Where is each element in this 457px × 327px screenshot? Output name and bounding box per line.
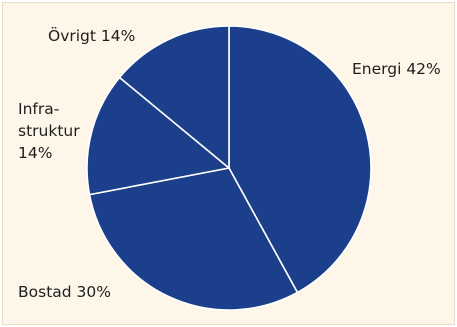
- slice-label-bostad: Bostad 30%: [18, 283, 111, 301]
- slice-label-energi: Energi 42%: [352, 60, 441, 78]
- pie-slice-energi: [228, 25, 372, 294]
- pie-slice-infrastruktur: [86, 76, 230, 196]
- slice-label-infrastruktur-line1: Infra-: [18, 100, 59, 118]
- pie-slice-ovrigt: [118, 25, 230, 169]
- pie-slice-bostad: [88, 167, 299, 311]
- slice-label-ovrigt: Övrigt 14%: [48, 26, 135, 45]
- slice-label-infrastruktur-value: 14%: [18, 144, 52, 162]
- pie-slices: [86, 25, 372, 311]
- slice-label-infrastruktur-line2: struktur: [18, 122, 80, 140]
